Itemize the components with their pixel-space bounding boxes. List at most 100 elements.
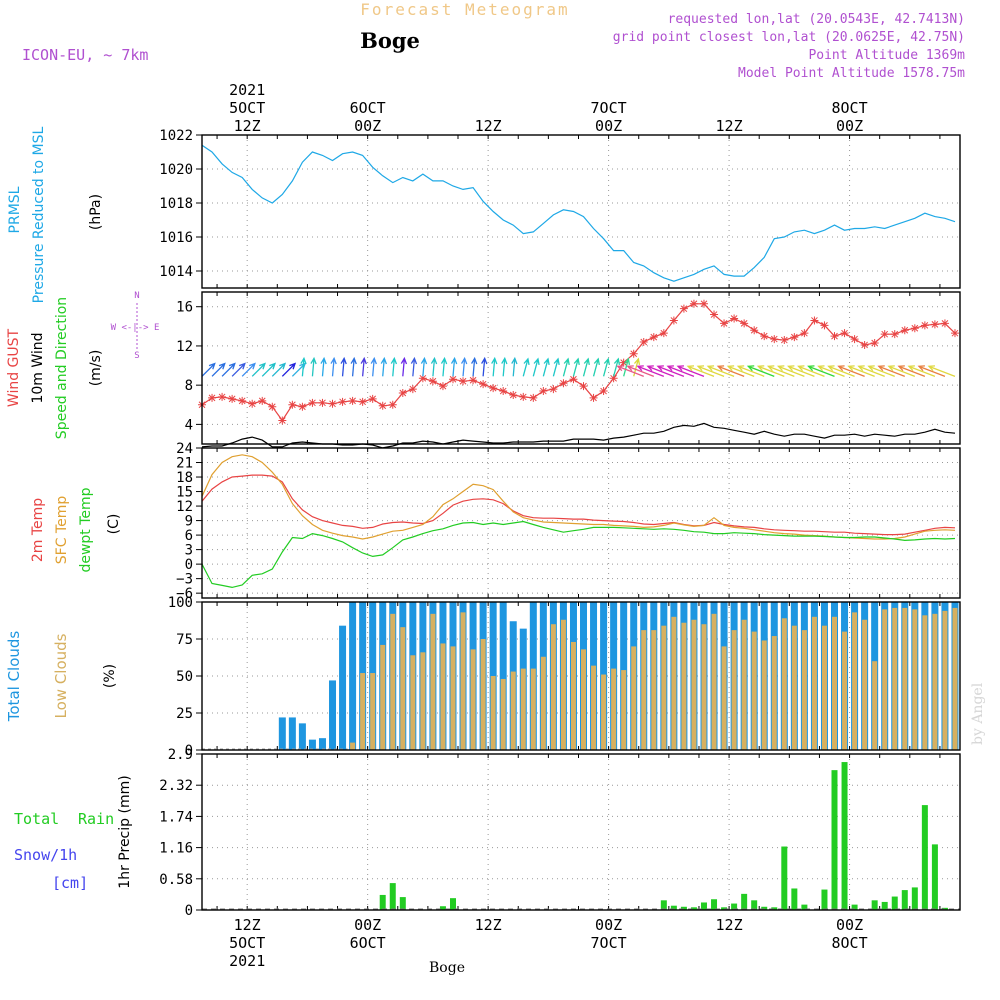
low-clouds-bar: [842, 631, 848, 750]
clouds-frame: [201, 601, 961, 751]
wind-arrow: [686, 365, 715, 377]
wind-arrow: [623, 357, 631, 377]
gust-marker: [659, 329, 668, 338]
low-clouds-label: Low Clouds: [52, 633, 70, 718]
low-clouds-bar: [550, 624, 556, 750]
wind-arrow: [746, 365, 775, 377]
wind-arrow: [837, 365, 865, 377]
gust-label: Wind GUST: [6, 328, 22, 407]
wind-arrow: [481, 356, 488, 377]
gust-marker: [499, 387, 508, 396]
point-altitude: Point Altitude 1369m: [808, 48, 965, 63]
total-clouds-bar: [339, 625, 347, 750]
low-clouds-bar: [811, 616, 817, 750]
low-clouds-bar: [591, 665, 597, 750]
total-rain-bar: [781, 846, 788, 910]
gust-marker: [358, 397, 367, 406]
low-clouds-bar: [711, 613, 717, 750]
low-clouds-bar: [882, 609, 888, 750]
wind-unit: (m/s): [88, 350, 104, 387]
wind-arrow: [360, 356, 367, 377]
chart-title: Forecast Meteogram: [360, 0, 569, 19]
wind-arrow: [582, 357, 590, 377]
gust-marker: [840, 329, 849, 338]
total-rain-bar: [700, 902, 707, 910]
bottom-time-label: 00Z: [354, 916, 381, 934]
precip-panel: 0 0.58 1.16 1.74 2.32 2.9: [159, 747, 961, 919]
wind-arrow: [646, 365, 675, 377]
low-clouds-bar: [821, 625, 827, 750]
wind-arrow: [847, 365, 875, 377]
total-rain-bar: [379, 894, 386, 910]
low-clouds-bar: [832, 616, 838, 750]
low-clouds-bar: [520, 668, 526, 750]
clouds-unit: (%): [102, 664, 118, 688]
total-clouds-bar: [288, 717, 296, 750]
wind-arrow: [231, 362, 246, 377]
low-clouds-bar: [952, 607, 958, 750]
gust-marker: [459, 377, 468, 386]
low-clouds-bar: [741, 619, 747, 750]
bottom-time-label: 00Z: [595, 916, 622, 934]
gust-marker: [669, 316, 678, 325]
pressure-label-long: Pressure Reduced to MSL: [31, 126, 47, 303]
total-rain-bar: [439, 906, 446, 910]
total-rain-bar: [670, 905, 677, 910]
low-clouds-bar: [852, 612, 858, 750]
gust-marker: [850, 335, 859, 344]
y-tick-label: 21: [176, 456, 193, 472]
gust-marker: [599, 387, 608, 396]
legend-total: Total: [14, 810, 59, 828]
wind-arrow: [776, 365, 805, 377]
total-clouds-bar: [499, 602, 507, 750]
gust-marker: [258, 396, 267, 405]
gust-marker: [549, 385, 558, 394]
y-tick-label: 16: [176, 300, 193, 316]
pressure-panel: 1014 1016 1018 1020 1022: [159, 128, 961, 289]
gust-marker: [418, 374, 427, 383]
total-rain-bar: [761, 906, 768, 910]
gust-marker: [740, 319, 749, 328]
gust-marker: [649, 333, 658, 342]
low-clouds-bar: [721, 646, 727, 750]
gust-marker: [619, 358, 628, 367]
wind-arrow: [491, 356, 498, 377]
total-rain-bar: [831, 770, 838, 910]
gust-marker: [378, 401, 387, 410]
total-rain-bar: [911, 887, 918, 910]
bottom-time-label: 7OCT: [591, 934, 627, 952]
gust-marker: [930, 320, 939, 329]
gust-marker: [720, 319, 729, 328]
low-clouds-bar: [621, 670, 627, 750]
low-clouds-bar: [661, 625, 667, 750]
top-time-label: 5OCT: [229, 99, 265, 117]
wind-arrow: [460, 356, 468, 377]
wind-arrow: [380, 356, 388, 377]
gust-marker: [298, 402, 307, 411]
total-rain-bar: [891, 896, 898, 910]
wind-arrow: [897, 365, 926, 377]
low-clouds-bar: [490, 676, 496, 750]
gust-marker: [770, 335, 779, 344]
wind-arrow: [827, 365, 855, 377]
low-clouds-bar: [781, 618, 787, 750]
low-clouds-bar: [761, 640, 767, 750]
wind-arrow: [201, 362, 216, 377]
y-tick-label: 1.74: [159, 809, 193, 825]
wind-arrow: [613, 357, 621, 377]
gust-marker: [288, 400, 297, 409]
wind-arrow: [817, 365, 845, 377]
wind-arrow: [330, 356, 337, 377]
location-title: Boge: [360, 28, 420, 53]
wind-arrow: [241, 362, 256, 377]
low-clouds-bar: [731, 630, 737, 750]
y-tick-label: 15: [176, 485, 193, 501]
low-clouds-bar: [912, 609, 918, 750]
wind-arrow: [572, 357, 580, 377]
wind-arrow: [696, 365, 725, 377]
gust-marker: [238, 396, 247, 405]
total-rain-bar: [449, 898, 456, 910]
y-tick-label: 1020: [159, 162, 193, 178]
